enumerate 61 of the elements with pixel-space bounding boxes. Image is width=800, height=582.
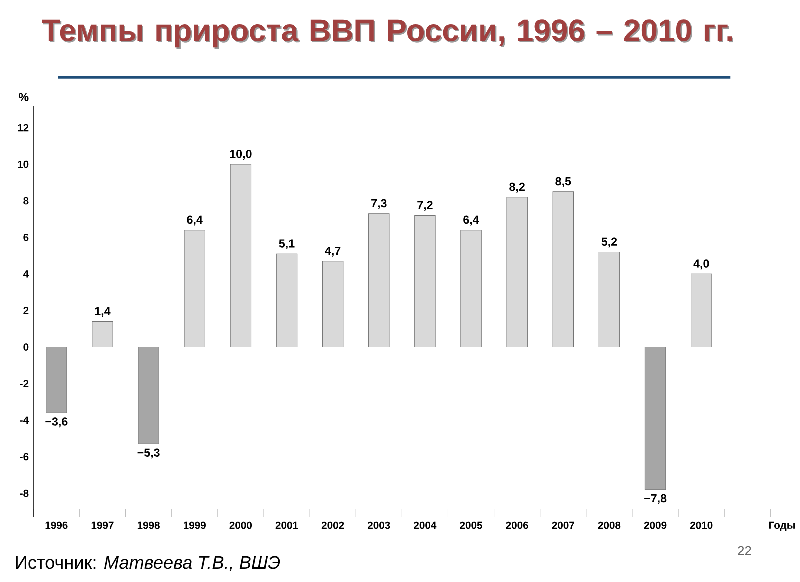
data-label: −3,6 <box>46 418 68 428</box>
x-tick-label: 2004 <box>414 522 437 530</box>
data-label: 6,4 <box>187 216 203 226</box>
data-label: 6,4 <box>464 216 480 226</box>
data-label: 5,1 <box>279 240 295 250</box>
x-tick-label: 2000 <box>230 522 252 530</box>
bar <box>552 192 574 348</box>
data-label: 7,2 <box>418 201 433 212</box>
x-tick-label: 2007 <box>552 522 574 530</box>
data-label: 7,3 <box>372 199 387 210</box>
bar <box>276 254 298 348</box>
text: 22 <box>738 546 752 556</box>
x-tick-label: 2003 <box>368 522 390 530</box>
bar <box>506 197 528 348</box>
bar <box>691 274 712 348</box>
x-tick-label: 2005 <box>460 522 482 530</box>
data-label: −7,8 <box>644 494 667 504</box>
data-label: 4,7 <box>325 247 341 257</box>
data-label: 10,0 <box>230 150 252 160</box>
y-tick-label: 12 <box>18 124 29 132</box>
y-tick-label: 2 <box>24 307 29 314</box>
bar <box>92 321 114 348</box>
data-label: 4,0 <box>694 260 710 270</box>
data-label: −5,3 <box>138 448 160 459</box>
bar <box>184 230 206 348</box>
data-label: 8,2 <box>510 182 525 193</box>
data-label: 5,2 <box>602 238 618 248</box>
chart-title: Темпы прироста ВВП России, 1996 – 2010 гг. <box>43 20 734 50</box>
data-label: 8,5 <box>556 177 572 188</box>
y-tick-label: -2 <box>20 380 29 388</box>
bar <box>414 215 436 348</box>
x-tick-label: 2001 <box>276 522 298 530</box>
x-tick-label: 1998 <box>138 522 160 530</box>
y-tick-label: 8 <box>24 197 29 205</box>
y-tick-label: 4 <box>23 270 29 278</box>
y-tick-label: -8 <box>20 490 29 498</box>
bar <box>230 164 252 348</box>
bar <box>138 347 160 444</box>
x-tick-label: 2008 <box>598 522 621 530</box>
bar <box>598 252 620 348</box>
x-tick-label: 1996 <box>46 522 68 530</box>
bar <box>460 230 482 348</box>
y-tick-label: -4 <box>20 416 29 424</box>
x-axis-title: Годы <box>769 522 795 532</box>
x-tick-label: 2002 <box>322 522 344 530</box>
x-tick-label: 1997 <box>92 522 114 530</box>
y-tick-label: 0 <box>24 344 29 351</box>
x-tick-label: 2010 <box>690 522 713 530</box>
y-tick-label: -6 <box>20 453 29 461</box>
y-axis-title: % <box>18 93 29 102</box>
y-tick-label: 6 <box>24 234 29 242</box>
x-tick-label: 2009 <box>644 522 667 530</box>
x-tick-label: 2006 <box>506 522 528 530</box>
text: Источник: Матвеева Т.В., ВШЭ <box>16 556 280 572</box>
y-tick-label: 10 <box>18 160 29 168</box>
bar <box>368 214 390 348</box>
x-tick-label: 1999 <box>184 522 206 530</box>
data-label: 1,4 <box>95 307 111 318</box>
bar <box>644 347 666 490</box>
bar <box>322 261 344 348</box>
bar <box>46 347 68 414</box>
